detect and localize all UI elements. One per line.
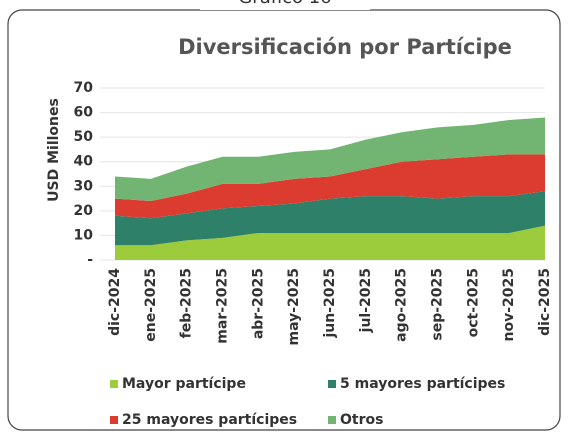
area	[115, 225, 545, 260]
y-tick-label: 70	[74, 80, 94, 96]
legend-label: 25 mayores partícipes	[122, 412, 297, 428]
x-tick-label: ene-2025	[143, 268, 159, 342]
x-tick-label: dic-2024	[107, 268, 123, 336]
header: Gráfico 16	[238, 0, 331, 8]
x-tick-label: dic-2025	[537, 268, 553, 336]
x-tick-label: ago-2025	[394, 268, 410, 342]
legend-swatch	[328, 380, 336, 388]
legend-label: Otros	[340, 412, 383, 428]
y-axis-label: USD Millones	[46, 98, 62, 202]
x-tick-label: jun-2025	[322, 268, 338, 339]
legend-swatch	[110, 380, 118, 388]
y-tick-label: 60	[74, 105, 94, 121]
y-tick-label: 10	[74, 227, 94, 243]
area	[115, 191, 545, 246]
y-tick-label: 30	[74, 178, 94, 194]
legend-swatch	[328, 416, 336, 424]
y-tick-label: 50	[74, 129, 94, 145]
x-tick-label: feb-2025	[179, 268, 195, 338]
header-bg	[200, 0, 370, 10]
x-tick-label: nov-2025	[501, 268, 517, 342]
x-tick-label: oct-2025	[465, 268, 481, 337]
legend-label: Mayor partícipe	[122, 376, 246, 392]
x-tick-label: may-2025	[286, 268, 302, 346]
y-tick-label: 40	[74, 154, 94, 170]
y-tick-label: -	[87, 252, 93, 268]
y-tick-label: 20	[74, 203, 94, 219]
x-tick-label: sep-2025	[430, 268, 446, 341]
legend-swatch	[110, 416, 118, 424]
x-tick-label: abr-2025	[250, 268, 266, 339]
area	[115, 117, 545, 202]
area	[115, 154, 545, 219]
x-tick-label: jul-2025	[358, 268, 374, 333]
x-tick-label: mar-2025	[215, 268, 231, 344]
chart-title: Diversificación por Partícipe	[178, 35, 512, 59]
legend-label: 5 mayores partícipes	[340, 376, 505, 392]
